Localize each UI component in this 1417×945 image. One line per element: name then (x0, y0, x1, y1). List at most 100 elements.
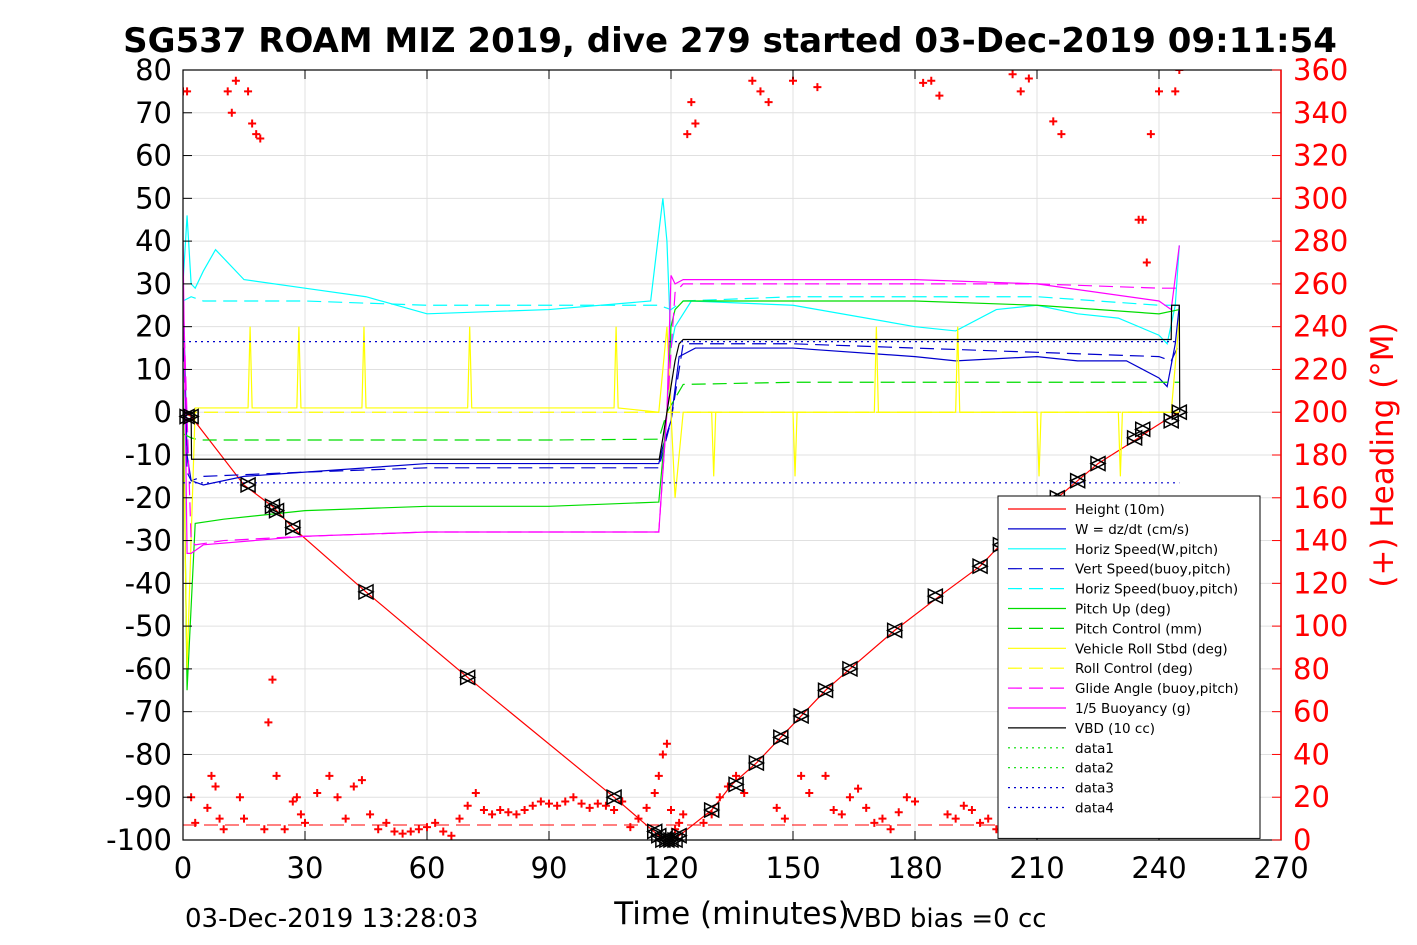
heading-point (959, 801, 968, 810)
y-left-tick-label: -30 (125, 524, 172, 558)
legend-label: Glide Angle (buoy,pitch) (1075, 681, 1239, 697)
y-left-tick-label: 10 (135, 352, 172, 386)
legend-label: Height (10m) (1075, 502, 1165, 518)
legend-entry: data4 (1008, 801, 1114, 817)
heading-point (471, 788, 480, 797)
heading-point (813, 83, 822, 92)
heading-point (715, 793, 724, 802)
heading-point (894, 808, 903, 817)
y-left-tick-label: -10 (125, 438, 172, 472)
heading-point (341, 814, 350, 823)
legend-entry: 1/5 Buoyancy (g) (1008, 701, 1191, 717)
legend-entry: Vert Speed(buoy,pitch) (1008, 562, 1231, 578)
heading-point (740, 788, 749, 797)
position-marker (458, 669, 477, 686)
heading-point (618, 797, 627, 806)
position-marker (727, 776, 745, 793)
heading-point (357, 776, 366, 785)
x-tick-label: 150 (765, 851, 820, 885)
heading-point (805, 788, 814, 797)
position-marker (772, 729, 790, 746)
position-marker (267, 502, 286, 519)
y-right-tick-label: 160 (1293, 481, 1348, 515)
heading-point (455, 814, 464, 823)
series-line-0 (183, 411, 1180, 840)
legend-entry: Height (10m) (1008, 502, 1165, 518)
position-marker (885, 622, 904, 639)
position-marker (605, 789, 623, 806)
heading-point (967, 806, 976, 815)
y-right-tick-label: 200 (1293, 395, 1348, 429)
heading-point (463, 801, 472, 810)
heading-point (829, 806, 838, 815)
heading-point (1057, 130, 1066, 139)
heading-point (256, 134, 265, 143)
x-axis-label: Time (minutes) (613, 896, 849, 932)
heading-point (772, 803, 781, 812)
x-tick-labels: 0 30 60 90 120 150 180 210 240 270 (174, 851, 1309, 885)
heading-point (215, 814, 224, 823)
heading-point (382, 818, 391, 827)
heading-point (821, 771, 830, 780)
legend-entry: Roll Control (deg) (1008, 661, 1193, 677)
position-marker (357, 583, 375, 601)
heading-point (207, 771, 216, 780)
heading-point (1146, 130, 1155, 139)
heading-point (248, 119, 257, 128)
heading-point (601, 801, 610, 810)
y-right-tick-label: 240 (1293, 310, 1348, 344)
y-right-tick-label: 260 (1293, 267, 1348, 301)
y-left-tick-label: -20 (125, 481, 172, 515)
y-right-tick-label: 60 (1293, 695, 1330, 729)
y-left-tick-label: -50 (125, 609, 172, 643)
heading-point (227, 108, 236, 117)
legend-label: W = dz/dt (cm/s) (1075, 522, 1189, 538)
heading-point (654, 771, 663, 780)
heading-point (610, 806, 619, 815)
position-marker (178, 408, 196, 425)
y-right-tick-label: 220 (1293, 352, 1348, 386)
x-tick-label: 120 (643, 851, 698, 885)
heading-point (687, 98, 696, 107)
x-tick-label: 240 (1131, 851, 1186, 885)
legend-entry: Pitch Up (deg) (1008, 602, 1171, 618)
footer-vbd-bias: VBD bias =0 cc (846, 904, 1047, 934)
position-marker (182, 408, 200, 425)
heading-point (366, 810, 375, 819)
heading-point (520, 806, 529, 815)
heading-point (272, 771, 281, 780)
heading-point (374, 825, 383, 834)
legend-entry: data2 (1008, 761, 1114, 777)
heading-point (870, 818, 879, 827)
legend-entry: Vehicle Roll Stbd (deg) (1008, 641, 1228, 657)
heading-point (211, 782, 220, 791)
heading-point (585, 803, 594, 812)
chart-title: SG537 ROAM MIZ 2019, dive 279 started 03… (123, 21, 1337, 61)
position-marker (284, 519, 302, 536)
heading-point (878, 814, 887, 823)
y-right-tick-label: 0 (1293, 823, 1311, 857)
x-tick-label: 180 (887, 851, 942, 885)
x-tick-label: 210 (1009, 851, 1064, 885)
y-left-tick-label: -60 (125, 652, 172, 686)
position-marker (816, 682, 835, 699)
heading-point (935, 91, 944, 100)
series-line-2 (183, 198, 1180, 349)
heading-point (231, 76, 240, 85)
heading-point (561, 797, 570, 806)
x-tick-label: 270 (1253, 851, 1308, 885)
heading-point (235, 793, 244, 802)
series-line-4 (183, 296, 1180, 311)
legend-box (997, 495, 1261, 839)
heading-point (398, 829, 407, 838)
legend-entry: Pitch Control (mm) (1008, 621, 1202, 637)
heading-point (886, 825, 895, 834)
heading-point (431, 818, 440, 827)
heading-point (902, 793, 911, 802)
legend-label: Horiz Speed(buoy,pitch) (1075, 582, 1238, 598)
legend-label: data2 (1075, 761, 1114, 777)
heading-point (748, 76, 757, 85)
heading-point (223, 87, 232, 96)
y-right-tick-label: 20 (1293, 780, 1330, 814)
